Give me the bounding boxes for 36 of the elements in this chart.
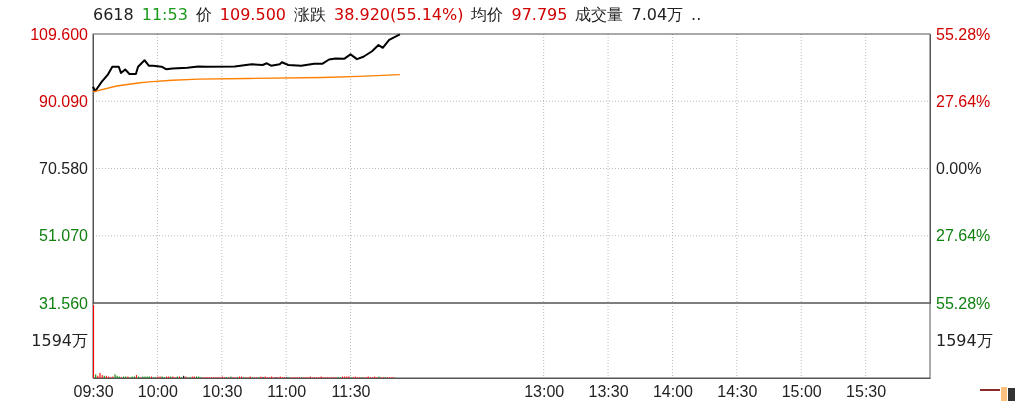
text: 价 [194,5,212,24]
y-tick-label: 51.070 [39,227,89,245]
y-tick-label: 70.580 [39,160,89,178]
line-series [92,73,401,93]
y2-tick-label: 27.64% [936,227,991,245]
x-tick-label: 11:30 [331,383,371,401]
y2-tick-label: 27.64% [936,92,991,110]
y-tick-label: 31.560 [39,294,89,312]
x-tick-label: 14:30 [717,383,758,401]
text: 97.795 [511,5,568,24]
text: 38.920(55.14%) [334,5,464,24]
y-tick-label: 109.600 [30,25,89,43]
y-tick-label: 90.090 [39,92,89,110]
y2-tick-label: 55.28% [936,294,991,312]
line-series [92,33,401,93]
x-tick-label: 13:30 [588,383,629,401]
text: 涨跌 [294,5,326,24]
text: 7.04万 [631,5,684,24]
text: .. [691,5,702,24]
x-tick-label: 11:00 [267,383,307,401]
x-tick-label: 09:30 [73,383,114,401]
text: 1594万 [31,331,88,351]
text: 均价 [470,5,504,24]
text: 11:53 [141,5,188,24]
x-tick-label: 10:00 [137,383,178,401]
x-tick-label: 13:00 [524,383,565,401]
text: 1594万 [936,331,993,351]
text: 成交量 [575,5,624,24]
chart-title: 6618 [93,5,134,24]
x-tick-label: 15:00 [781,383,822,401]
text: 109.500 [219,5,286,24]
y2-tick-label: 55.28% [936,25,991,43]
x-tick-label: 14:00 [652,383,694,401]
x-tick-label: 15:30 [846,383,887,401]
y2-tick-label: 0.00% [936,160,982,178]
x-tick-label: 10:30 [202,383,243,401]
